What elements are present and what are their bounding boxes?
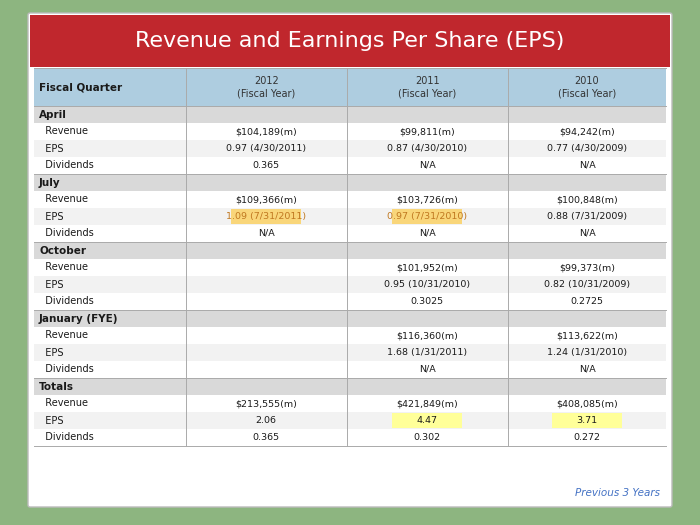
- Text: EPS: EPS: [39, 279, 64, 289]
- Bar: [34, 123, 666, 140]
- Bar: [34, 412, 666, 429]
- Text: $99,811(m): $99,811(m): [400, 127, 455, 136]
- Text: Previous 3 Years: Previous 3 Years: [575, 488, 660, 498]
- Bar: [34, 157, 666, 174]
- Text: 0.272: 0.272: [573, 433, 601, 442]
- Text: April: April: [39, 110, 67, 120]
- Text: 1.09 (7/31/2011): 1.09 (7/31/2011): [226, 212, 307, 221]
- Text: $104,189(m): $104,189(m): [235, 127, 297, 136]
- Bar: [231, 209, 301, 224]
- Bar: [34, 208, 666, 225]
- Bar: [34, 242, 666, 259]
- Text: 2011: 2011: [415, 76, 440, 86]
- Text: 2.06: 2.06: [256, 416, 276, 425]
- Text: Revenue and Earnings Per Share (EPS): Revenue and Earnings Per Share (EPS): [135, 31, 565, 51]
- Bar: [34, 395, 666, 412]
- Bar: [34, 378, 666, 395]
- Text: 2010: 2010: [575, 76, 599, 86]
- Text: 0.82 (10/31/2009): 0.82 (10/31/2009): [544, 280, 630, 289]
- Bar: [34, 225, 666, 242]
- Text: Dividends: Dividends: [39, 433, 94, 443]
- Text: 0.77 (4/30/2009): 0.77 (4/30/2009): [547, 144, 627, 153]
- Text: 0.97 (7/31/2010): 0.97 (7/31/2010): [387, 212, 468, 221]
- Text: 4.47: 4.47: [417, 416, 438, 425]
- Bar: [34, 429, 666, 446]
- Text: Revenue: Revenue: [39, 194, 88, 205]
- Text: $116,360(m): $116,360(m): [396, 331, 459, 340]
- Text: $101,952(m): $101,952(m): [396, 263, 459, 272]
- Text: $100,848(m): $100,848(m): [556, 195, 618, 204]
- Bar: [34, 293, 666, 310]
- Text: 0.87 (4/30/2010): 0.87 (4/30/2010): [387, 144, 468, 153]
- Text: N/A: N/A: [579, 161, 596, 170]
- Text: Revenue: Revenue: [39, 127, 88, 136]
- Text: January (FYE): January (FYE): [39, 313, 118, 323]
- Bar: [34, 344, 666, 361]
- Text: 0.365: 0.365: [253, 433, 280, 442]
- Text: $421,849(m): $421,849(m): [396, 399, 459, 408]
- Text: 2012: 2012: [254, 76, 279, 86]
- Text: N/A: N/A: [419, 365, 436, 374]
- Bar: [34, 276, 666, 293]
- Text: $94,242(m): $94,242(m): [559, 127, 615, 136]
- Text: $99,373(m): $99,373(m): [559, 263, 615, 272]
- Text: N/A: N/A: [579, 229, 596, 238]
- Text: 3.71: 3.71: [576, 416, 598, 425]
- Text: 0.95 (10/31/2010): 0.95 (10/31/2010): [384, 280, 470, 289]
- Bar: [34, 174, 666, 191]
- Text: $113,622(m): $113,622(m): [556, 331, 618, 340]
- Text: 0.365: 0.365: [253, 161, 280, 170]
- Bar: [552, 413, 622, 428]
- Bar: [393, 413, 463, 428]
- Text: 0.3025: 0.3025: [411, 297, 444, 306]
- Text: 1.68 (1/31/2011): 1.68 (1/31/2011): [387, 348, 468, 357]
- Text: EPS: EPS: [39, 348, 64, 358]
- Text: EPS: EPS: [39, 415, 64, 425]
- Text: 0.2725: 0.2725: [570, 297, 603, 306]
- Text: 1.24 (1/31/2010): 1.24 (1/31/2010): [547, 348, 627, 357]
- Text: N/A: N/A: [419, 229, 436, 238]
- Text: N/A: N/A: [419, 161, 436, 170]
- Text: Dividends: Dividends: [39, 228, 94, 238]
- Text: N/A: N/A: [579, 365, 596, 374]
- Text: (Fiscal Year): (Fiscal Year): [398, 88, 456, 98]
- Text: 0.97 (4/30/2011): 0.97 (4/30/2011): [226, 144, 307, 153]
- Text: Fiscal Quarter: Fiscal Quarter: [39, 82, 122, 92]
- Bar: [34, 361, 666, 378]
- Bar: [34, 259, 666, 276]
- Bar: [34, 191, 666, 208]
- Text: July: July: [39, 177, 61, 187]
- Text: EPS: EPS: [39, 143, 64, 153]
- Bar: [34, 68, 666, 106]
- Text: (Fiscal Year): (Fiscal Year): [237, 88, 295, 98]
- Text: $408,085(m): $408,085(m): [556, 399, 618, 408]
- Bar: [30, 15, 670, 67]
- Text: Revenue: Revenue: [39, 331, 88, 341]
- Text: Revenue: Revenue: [39, 398, 88, 408]
- FancyBboxPatch shape: [28, 13, 672, 507]
- Text: $109,366(m): $109,366(m): [235, 195, 298, 204]
- Bar: [393, 209, 463, 224]
- Bar: [34, 327, 666, 344]
- Text: October: October: [39, 246, 86, 256]
- Text: Dividends: Dividends: [39, 297, 94, 307]
- Bar: [34, 140, 666, 157]
- Text: 0.302: 0.302: [414, 433, 441, 442]
- Text: N/A: N/A: [258, 229, 274, 238]
- Text: Totals: Totals: [39, 382, 74, 392]
- Text: Dividends: Dividends: [39, 161, 94, 171]
- Bar: [34, 106, 666, 123]
- Text: Dividends: Dividends: [39, 364, 94, 374]
- Text: (Fiscal Year): (Fiscal Year): [558, 88, 616, 98]
- Text: EPS: EPS: [39, 212, 64, 222]
- Text: Revenue: Revenue: [39, 262, 88, 272]
- Text: $213,555(m): $213,555(m): [235, 399, 298, 408]
- Text: $103,726(m): $103,726(m): [396, 195, 459, 204]
- Text: 0.88 (7/31/2009): 0.88 (7/31/2009): [547, 212, 627, 221]
- Bar: [34, 310, 666, 327]
